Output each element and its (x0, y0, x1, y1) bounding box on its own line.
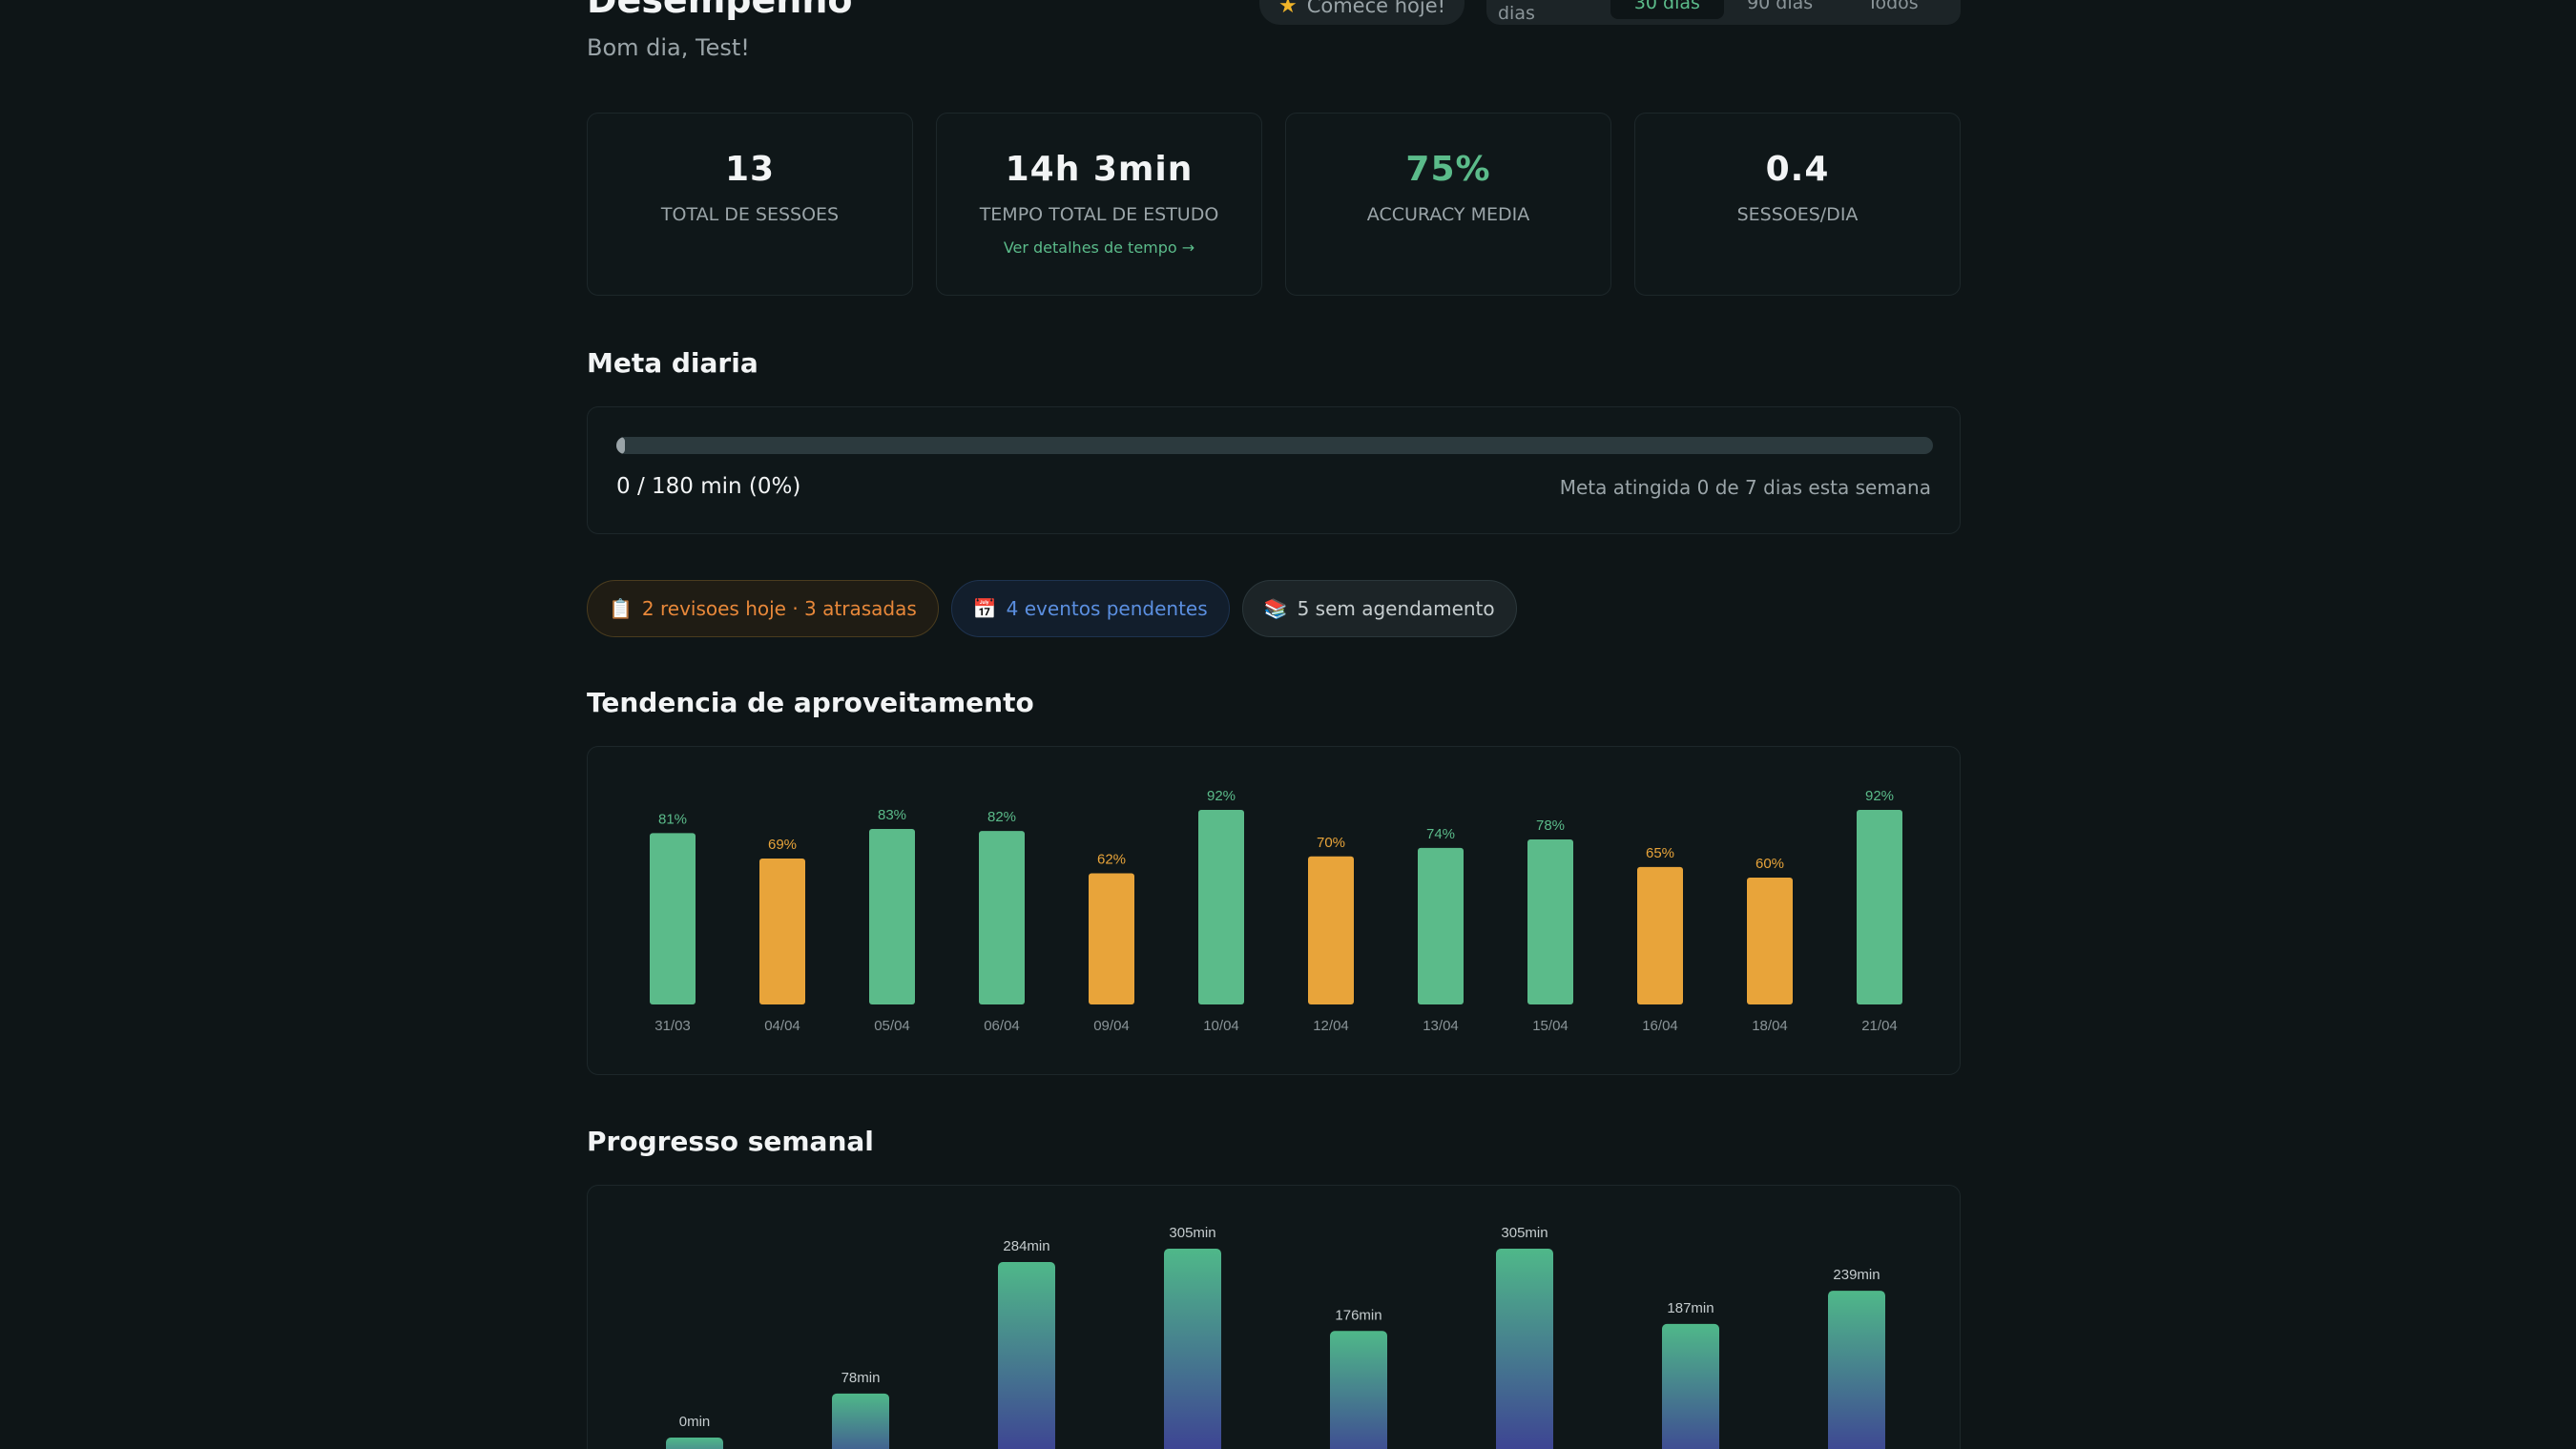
weekly-title: Progresso semanal (587, 1126, 874, 1157)
trend-category-label: 21/04 (1861, 1018, 1898, 1034)
range-selector: Ultimos 7 dias 30 dias 90 dias Todos (1486, 0, 1961, 25)
trend-bar-label: 74% (1426, 826, 1455, 842)
trend-category-label: 12/04 (1313, 1018, 1349, 1034)
start-today-label: Comece hoje! (1306, 0, 1446, 17)
goal-progress-bar (616, 437, 1933, 454)
calendar-icon: 📅 (972, 597, 997, 620)
weekly-bar[interactable] (1164, 1249, 1221, 1449)
trend-bar-label: 81% (658, 811, 687, 827)
trend-bar[interactable] (869, 828, 915, 1004)
trend-bar-label: 69% (768, 837, 797, 853)
unscheduled-pill[interactable]: 📚 5 sem agendamento (1241, 580, 1517, 637)
trend-category-label: 18/04 (1752, 1018, 1788, 1034)
trend-bar[interactable] (1308, 856, 1354, 1004)
page: Desempenho Bom dia, Test! ★ Comece hoje!… (587, 0, 1961, 1449)
trend-bar-label: 65% (1646, 845, 1674, 861)
stat-card-study-time: 14h 3min TEMPO TOTAL DE ESTUDO Ver detal… (936, 113, 1262, 296)
weekly-bar[interactable] (1330, 1331, 1387, 1449)
trend-category-label: 15/04 (1532, 1018, 1568, 1034)
weekly-bar[interactable] (1662, 1323, 1719, 1449)
reviews-pill[interactable]: 📋 2 revisoes hoje · 3 atrasadas (587, 580, 939, 637)
trend-bar[interactable] (650, 833, 696, 1004)
stat-value: 13 (724, 150, 776, 189)
stat-label: ACCURACY MEDIA (1366, 204, 1530, 225)
daily-goal-title: Meta diaria (587, 347, 758, 379)
weekly-bar[interactable] (832, 1393, 889, 1449)
books-icon: 📚 (1263, 597, 1288, 620)
trend-bar-label: 83% (878, 807, 906, 823)
weekly-bar-label: 176min (1335, 1307, 1381, 1323)
trend-category-label: 05/04 (874, 1018, 910, 1034)
stats-row: 13 TOTAL DE SESSOES 14h 3min TEMPO TOTAL… (587, 113, 1961, 296)
trend-category-label: 04/04 (764, 1018, 800, 1034)
goal-progress-fill (616, 437, 625, 454)
unscheduled-pill-label: 5 sem agendamento (1297, 597, 1495, 620)
events-pill[interactable]: 📅 4 eventos pendentes (950, 580, 1230, 637)
greeting: Bom dia, Test! (587, 34, 750, 61)
range-7-days[interactable]: Ultimos 7 dias (1498, 0, 1584, 24)
star-icon: ★ (1278, 0, 1298, 18)
trend-bar-label: 92% (1207, 788, 1236, 804)
weekly-bar-label: 284min (1003, 1238, 1049, 1254)
trend-bar[interactable] (979, 831, 1025, 1004)
trend-bar-label: 92% (1865, 788, 1894, 804)
weekly-bar-label: 305min (1169, 1225, 1215, 1241)
weekly-bar-label: 78min (841, 1370, 881, 1386)
stat-value: 14h 3min (1005, 150, 1194, 189)
trend-bar[interactable] (1747, 877, 1793, 1004)
trend-category-label: 09/04 (1093, 1018, 1130, 1034)
range-30-days[interactable]: 30 dias (1610, 0, 1724, 19)
status-pills: 📋 2 revisoes hoje · 3 atrasadas 📅 4 even… (587, 580, 1517, 637)
trend-bar-label: 62% (1097, 852, 1126, 868)
trend-bar-label: 70% (1317, 835, 1345, 851)
weekly-chart: 0min 78min 284min 305min 176min 305min 187min 2… (666, 1225, 1885, 1449)
goal-amount: 0 / 180 min (0%) (616, 474, 801, 499)
trend-category-label: 16/04 (1642, 1018, 1678, 1034)
trend-bar[interactable] (1527, 839, 1573, 1004)
reviews-pill-label: 2 revisoes hoje · 3 atrasadas (641, 597, 917, 620)
stat-label: TEMPO TOTAL DE ESTUDO (979, 204, 1219, 225)
trend-bar[interactable] (1857, 810, 1902, 1004)
range-all[interactable]: Todos (1867, 0, 1919, 13)
trend-bar[interactable] (1089, 873, 1134, 1004)
weekly-bar-label: 187min (1667, 1300, 1714, 1316)
trend-category-label: 13/04 (1423, 1018, 1459, 1034)
trend-bar[interactable] (1637, 866, 1683, 1004)
weekly-bar[interactable] (998, 1262, 1055, 1449)
weekly-bar[interactable] (1496, 1249, 1553, 1449)
weekly-bar-label: 239min (1833, 1267, 1880, 1283)
range-90-days[interactable]: 90 dias (1747, 0, 1814, 13)
goal-week-summary: Meta atingida 0 de 7 dias esta semana (1559, 476, 1931, 499)
trend-bar-label: 60% (1755, 856, 1784, 872)
weekly-chart-card: 0min 78min 284min 305min 176min 305min 187min 2… (587, 1185, 1961, 1449)
trend-bar-label: 78% (1536, 818, 1565, 834)
trend-chart: 81% 31/03 69% 04/04 83% 05/04 82% 06/04 62% 09/04… (650, 788, 1902, 1034)
trend-category-label: 31/03 (654, 1018, 691, 1034)
trend-bar[interactable] (759, 859, 805, 1004)
trend-bar[interactable] (1198, 810, 1244, 1004)
time-details-link[interactable]: Ver detalhes de tempo → (1003, 238, 1195, 257)
events-pill-label: 4 eventos pendentes (1006, 597, 1208, 620)
weekly-bar-label: 0min (679, 1414, 711, 1430)
stat-value: 0.4 (1765, 150, 1830, 189)
daily-goal-card: 0 / 180 min (0%) Meta atingida 0 de 7 di… (587, 406, 1961, 534)
weekly-bar[interactable] (666, 1438, 723, 1449)
stat-value: 75% (1405, 150, 1491, 189)
weekly-bar[interactable] (1828, 1291, 1885, 1449)
trend-category-label: 06/04 (984, 1018, 1020, 1034)
trend-category-label: 10/04 (1203, 1018, 1239, 1034)
stat-card-sessions: 13 TOTAL DE SESSOES (587, 113, 913, 296)
stat-card-accuracy: 75% ACCURACY MEDIA (1285, 113, 1611, 296)
trend-bar[interactable] (1418, 847, 1464, 1004)
trend-chart-card: 81% 31/03 69% 04/04 83% 05/04 82% 06/04 62% 09/04… (587, 746, 1961, 1075)
stat-label: SESSOES/DIA (1736, 204, 1859, 225)
trend-title: Tendencia de aproveitamento (587, 687, 1034, 718)
start-today-button[interactable]: ★ Comece hoje! (1259, 0, 1465, 25)
trend-bar-label: 82% (987, 809, 1016, 825)
stat-card-sessions-per-day: 0.4 SESSOES/DIA (1634, 113, 1961, 296)
stat-label: TOTAL DE SESSOES (660, 204, 840, 225)
clipboard-icon: 📋 (609, 597, 633, 620)
weekly-bar-label: 305min (1501, 1225, 1548, 1241)
page-title: Desempenho (587, 0, 853, 21)
